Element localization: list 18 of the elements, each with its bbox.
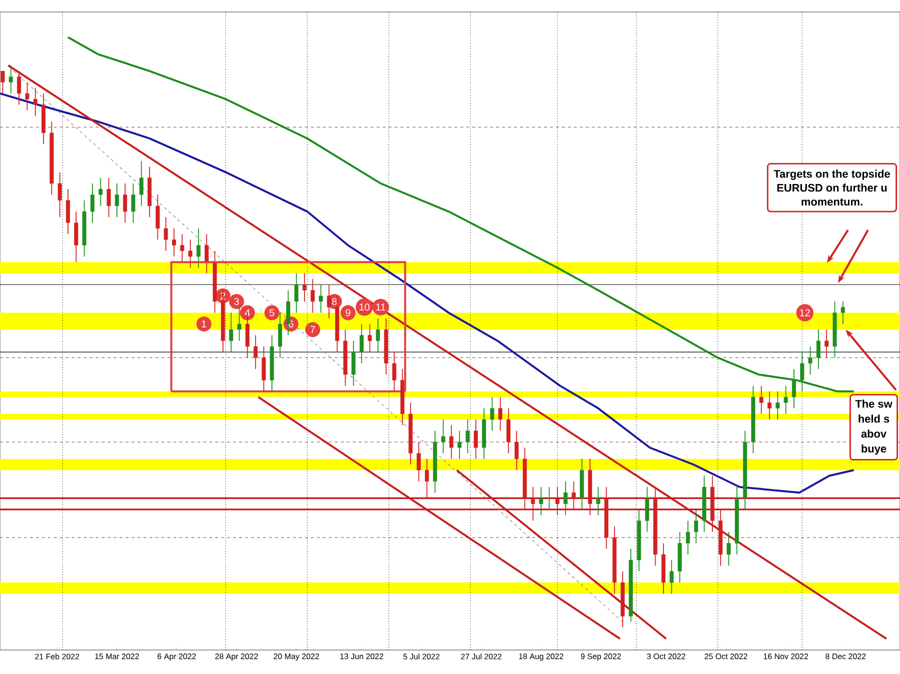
annotation: momentum. [802,198,862,206]
annotation: 9 [346,309,350,316]
annotation: 1 [202,320,206,328]
annotation: 5 [270,309,274,316]
annotation: The sw [855,400,892,408]
annotation: 8 [332,298,337,306]
annotation: 4 [244,309,250,316]
annotation: 11 [376,304,386,311]
annotation: 10 [360,304,370,311]
annotation: 2 [220,292,226,300]
annotation: Targets on the topside [774,170,890,180]
annotation: held s [858,414,890,423]
annotation: abov [861,430,886,438]
annotation: 12 [800,309,810,316]
annotation: 3 [234,298,239,306]
annotation: 7 [310,326,315,334]
annotation: buye [862,444,886,455]
annotation: EURUSD on further u [777,184,887,192]
